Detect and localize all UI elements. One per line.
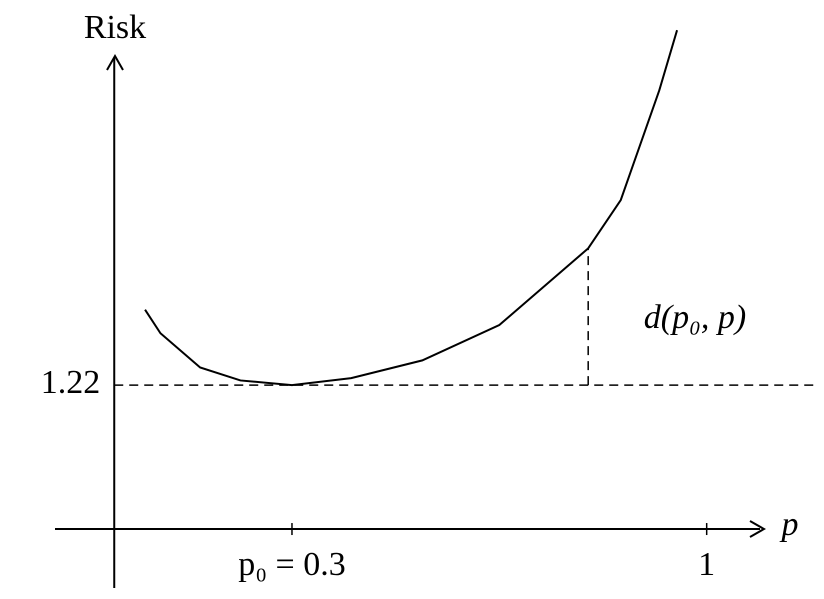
annotation: d(p₀, p) xyxy=(644,299,746,336)
x-arrow xyxy=(749,520,767,538)
y-axis-label: Risk xyxy=(84,9,146,46)
x-tick-label: p₀ = 0.3 xyxy=(238,546,346,583)
curve xyxy=(144,29,679,387)
y-arrow xyxy=(106,53,124,71)
x-axis-label: p xyxy=(780,506,799,543)
y-tick-label: 1.22 xyxy=(41,364,101,401)
x-tick-label: 1 xyxy=(698,546,715,583)
